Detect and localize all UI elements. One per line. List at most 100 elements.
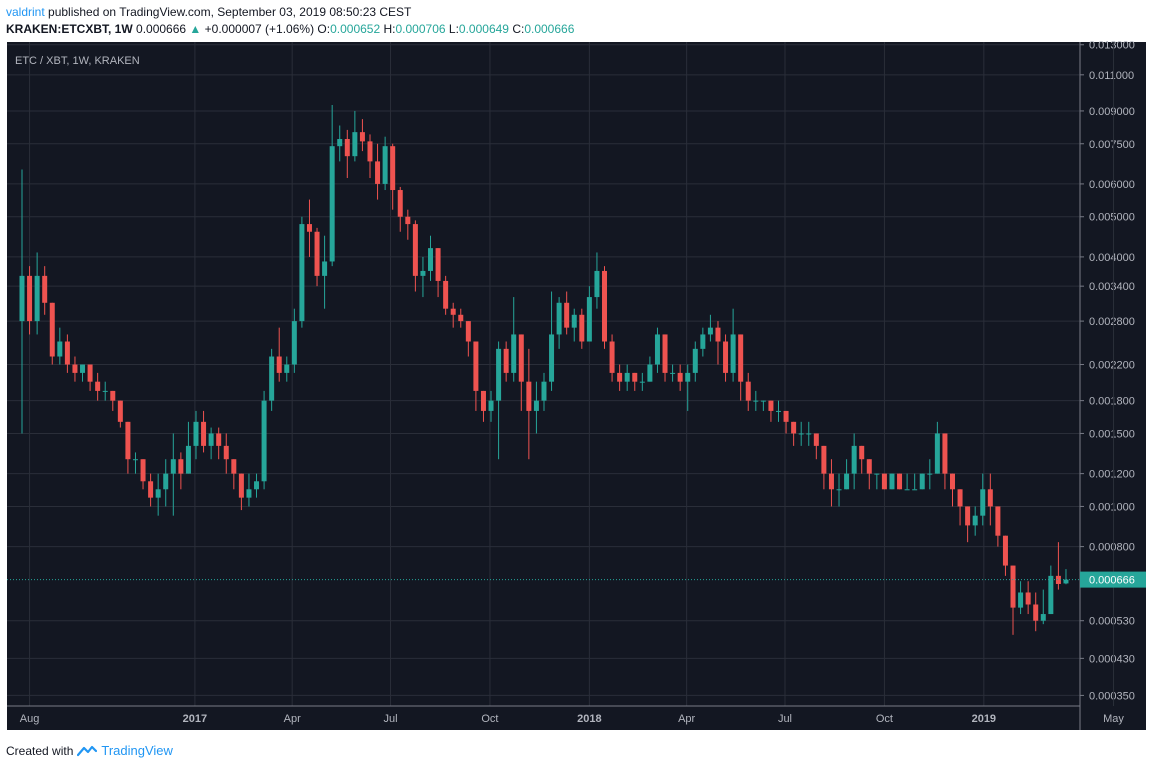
time-tick-label: May: [1103, 713, 1124, 725]
candle-body: [390, 146, 396, 191]
price-tick-label: 0.006000: [1089, 179, 1135, 191]
candle-body: [995, 506, 1001, 536]
price-tick-label: 0.013000: [1089, 40, 1135, 52]
candle-body: [738, 334, 744, 382]
candle-body: [639, 381, 645, 383]
candle-body: [496, 348, 502, 401]
candle-body: [367, 141, 373, 162]
symbol-label: KRAKEN:ETCXBT, 1W: [6, 22, 133, 36]
candle-body: [1018, 592, 1024, 608]
price-tick-label: 0.000430: [1089, 653, 1135, 665]
last-price-label-bg: [1080, 571, 1146, 588]
candle-body: [155, 489, 161, 498]
time-tick-label: Jul: [383, 713, 397, 725]
chart-title: ETC / XBT, 1W, KRAKEN: [15, 55, 140, 67]
time-tick-label: Oct: [481, 713, 498, 725]
candle-body: [261, 400, 267, 482]
price-tick-label: 0.002200: [1089, 360, 1135, 372]
candle-body: [412, 224, 418, 276]
candle-body: [19, 275, 25, 322]
low-value: 0.000649: [458, 22, 509, 36]
candle-body: [148, 481, 154, 498]
candle-body: [428, 248, 434, 271]
candle-body: [216, 433, 222, 446]
candle-body: [662, 334, 668, 373]
candle-body: [27, 275, 33, 322]
candle-body: [140, 459, 146, 482]
candle-body: [594, 270, 600, 298]
candle-body: [783, 410, 789, 422]
tradingview-brand[interactable]: TradingView: [101, 743, 173, 758]
candle-body: [813, 433, 819, 446]
last-price: 0.000666: [136, 22, 187, 36]
candle-body: [723, 341, 729, 373]
candle-body: [874, 473, 880, 475]
candle-body: [609, 341, 615, 373]
candle-body: [987, 489, 993, 507]
ohlc-line: KRAKEN:ETCXBT, 1W 0.000666 ▲ +0.000007 (…: [6, 22, 574, 36]
candle-body: [685, 372, 691, 382]
time-tick-label: Aug: [20, 713, 40, 725]
candle-body: [344, 139, 350, 157]
candle-body: [34, 275, 40, 322]
candle-body: [760, 400, 766, 402]
time-tick-label: Jul: [778, 713, 792, 725]
candle-body: [1063, 579, 1069, 584]
close-value: 0.000666: [524, 22, 575, 36]
candle-body: [866, 459, 872, 474]
candle-body: [87, 364, 93, 382]
price-tick-label: 0.007500: [1089, 139, 1135, 151]
time-tick-label: Apr: [284, 713, 301, 725]
candle-body: [851, 445, 857, 474]
candle-body: [503, 348, 509, 373]
tradingview-logo-icon: [77, 745, 98, 756]
candle-body: [692, 348, 698, 373]
candle-body: [844, 473, 850, 490]
price-axis[interactable]: [1080, 42, 1146, 730]
price-tick-label: 0.000350: [1089, 690, 1135, 702]
price-tick-label: 0.001800: [1089, 396, 1135, 408]
candle-body: [57, 341, 63, 357]
candle-body: [276, 356, 282, 373]
candle-body: [564, 302, 570, 328]
time-axis[interactable]: [7, 706, 1080, 730]
published-text: published on TradingView.com, September …: [48, 5, 412, 19]
candle-body: [72, 364, 78, 373]
candle-body: [776, 410, 781, 412]
high-value: 0.000706: [395, 22, 446, 36]
candle-body: [889, 473, 895, 490]
price-tick-label: 0.001500: [1089, 428, 1135, 440]
candle-body: [541, 381, 547, 401]
candle-body: [329, 146, 335, 262]
candle-body: [980, 489, 986, 516]
candle-body: [1055, 575, 1061, 584]
candle-body: [730, 334, 736, 373]
candle-body: [919, 473, 925, 490]
price-tick-label: 0.000800: [1089, 542, 1135, 554]
candle-body: [768, 400, 774, 411]
candle-body: [934, 433, 940, 474]
candle-body: [465, 321, 471, 342]
publisher-username[interactable]: valdrint: [6, 5, 45, 19]
candle-body: [352, 132, 358, 157]
candle-body: [208, 433, 214, 446]
candle-body: [223, 445, 229, 460]
candle-body: [178, 459, 184, 474]
candle-body: [745, 381, 751, 401]
candle-body: [284, 364, 290, 373]
candle-body: [632, 372, 638, 382]
up-arrow-icon: ▲: [189, 22, 202, 36]
candle-body: [488, 400, 494, 411]
candle-body: [49, 302, 55, 357]
candle-body: [132, 459, 138, 461]
candle-body: [80, 364, 86, 373]
publisher-line: valdrint published on TradingView.com, S…: [6, 5, 411, 19]
price-tick-label: 0.005000: [1089, 212, 1135, 224]
candle-body: [291, 321, 297, 365]
candle-body: [624, 372, 630, 382]
price-change: +0.000007 (+1.06%): [204, 22, 315, 36]
candle-body: [254, 481, 260, 490]
candle-body: [957, 489, 963, 507]
candle-body: [1010, 565, 1016, 608]
